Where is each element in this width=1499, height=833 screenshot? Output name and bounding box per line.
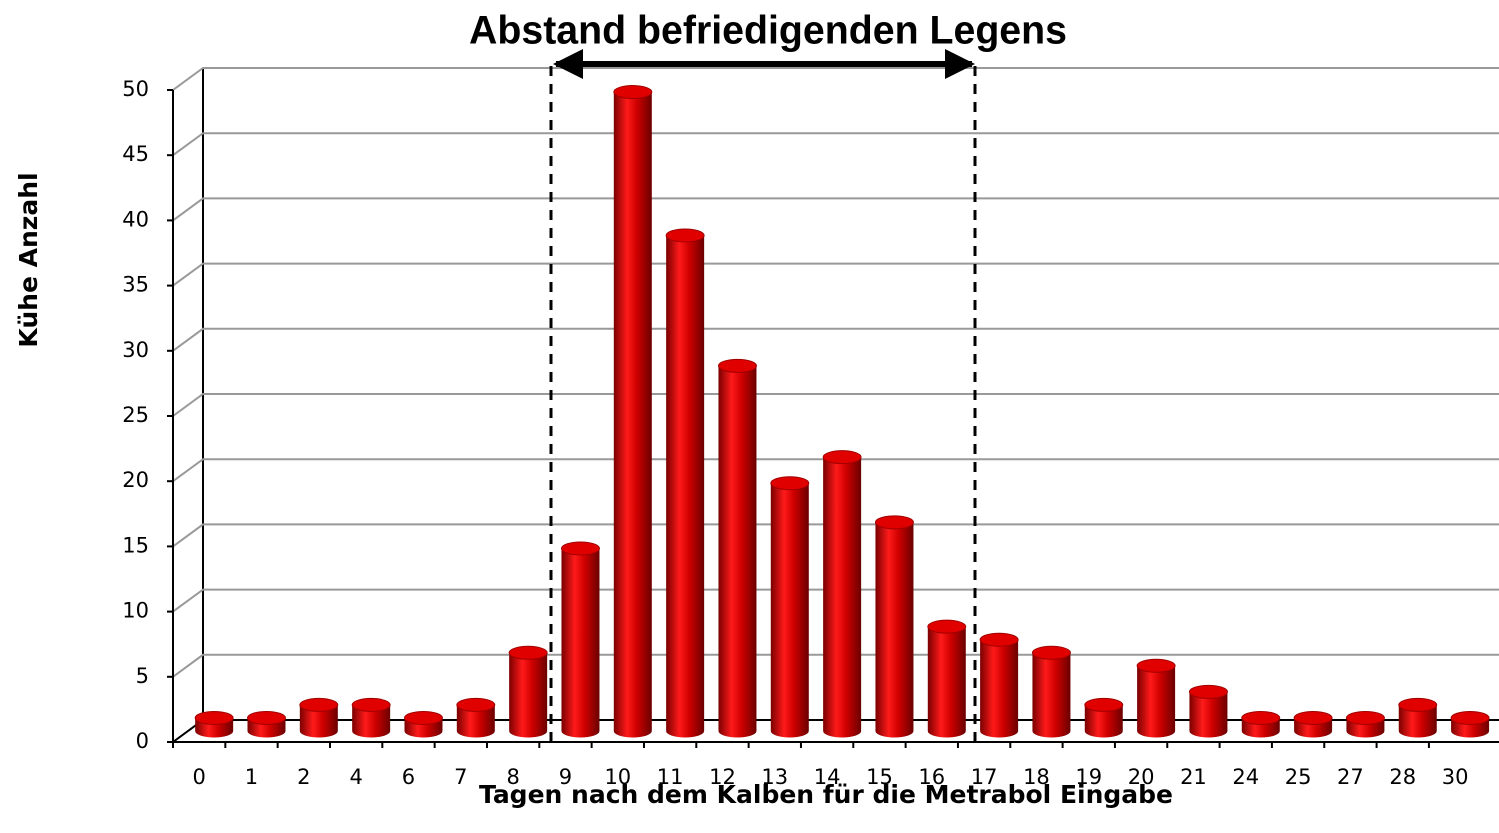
bar-top xyxy=(351,697,391,712)
y-tick-label: 50 xyxy=(122,77,149,101)
x-tick-label: 28 xyxy=(1389,765,1416,789)
bar xyxy=(770,483,809,738)
grid-line xyxy=(172,262,1499,287)
x-tick-label: 27 xyxy=(1337,765,1364,789)
chart-title: Abstand befriedigenden Legens xyxy=(469,9,1067,53)
bar-top xyxy=(299,697,339,712)
x-tick-label: 8 xyxy=(506,765,519,789)
x-tick-label: 15 xyxy=(866,765,893,789)
grid-line xyxy=(172,197,1499,222)
y-tick-label: 10 xyxy=(122,599,149,623)
x-tick-label: 11 xyxy=(657,765,684,789)
grid-line xyxy=(172,523,1499,548)
bar-top xyxy=(927,619,967,634)
x-tick-label: 16 xyxy=(918,765,945,789)
bar xyxy=(927,626,966,738)
x-tick-label: 24 xyxy=(1232,765,1259,789)
y-axis-title: Kühe Anzahl xyxy=(14,172,43,347)
bar xyxy=(980,639,1019,738)
x-tick-label: 19 xyxy=(1075,765,1102,789)
x-axis-title: Tagen nach dem Kalben für die Metrabol E… xyxy=(479,780,1173,809)
bar-top xyxy=(1450,710,1490,725)
bar-top xyxy=(246,710,286,725)
bar xyxy=(1398,704,1437,738)
bar-top xyxy=(665,228,705,243)
x-tick-label: 6 xyxy=(402,765,415,789)
bar-top xyxy=(1188,684,1228,699)
x-tick-label: 12 xyxy=(709,765,736,789)
bar-top xyxy=(770,476,810,491)
x-tick-label: 25 xyxy=(1285,765,1312,789)
x-tick-label: 2 xyxy=(297,765,310,789)
x-tick-label: 10 xyxy=(604,765,631,789)
grid-line xyxy=(172,327,1499,352)
bar-top xyxy=(194,710,234,725)
x-tick-label: 18 xyxy=(1023,765,1050,789)
y-tick-label: 15 xyxy=(122,533,149,557)
x-tick-label: 21 xyxy=(1180,765,1207,789)
bar xyxy=(456,704,495,738)
bar-top xyxy=(560,541,600,556)
bar-top xyxy=(1293,710,1333,725)
x-tick-label: 20 xyxy=(1128,765,1155,789)
x-tick-label: 13 xyxy=(761,765,788,789)
bar xyxy=(1189,691,1228,738)
x-tick-label: 14 xyxy=(814,765,841,789)
bar-top xyxy=(456,697,496,712)
grid-line xyxy=(172,458,1499,483)
bar xyxy=(509,652,548,738)
bar xyxy=(718,365,757,738)
y-tick-label: 20 xyxy=(122,468,149,492)
bar-top xyxy=(508,645,548,660)
y-tick-label: 0 xyxy=(136,729,149,753)
bar xyxy=(666,235,705,738)
bars xyxy=(194,85,1490,738)
grid-line xyxy=(172,393,1499,417)
bar xyxy=(875,522,914,738)
bar-top xyxy=(403,710,443,725)
bar-top xyxy=(717,358,757,373)
bar xyxy=(1032,652,1071,738)
bar-top xyxy=(1031,645,1071,660)
x-tick-label: 1 xyxy=(245,765,258,789)
x-tick-label: 17 xyxy=(971,765,998,789)
y-tick-label: 5 xyxy=(136,664,149,688)
bar-top xyxy=(1241,710,1281,725)
x-tick-label: 30 xyxy=(1442,765,1469,789)
bar-top xyxy=(979,632,1019,647)
grid-line xyxy=(172,132,1499,157)
y-tick-label: 45 xyxy=(122,142,149,166)
bar xyxy=(613,92,652,738)
x-tick-label: 7 xyxy=(454,765,467,789)
bar-top xyxy=(1345,710,1385,725)
grid-line xyxy=(172,67,1499,91)
y-tick-label: 40 xyxy=(122,207,149,231)
x-tick-label: 4 xyxy=(349,765,362,789)
bar-top xyxy=(822,450,862,465)
bar xyxy=(1137,665,1176,738)
x-tick-label: 0 xyxy=(192,765,205,789)
bar xyxy=(299,704,338,738)
bar-top xyxy=(874,515,914,530)
bar xyxy=(352,704,391,738)
bar xyxy=(823,457,862,738)
y-tick-label: 25 xyxy=(122,403,149,427)
x-tick-label: 9 xyxy=(559,765,572,789)
bar-top xyxy=(1398,697,1438,712)
bar-top xyxy=(1136,658,1176,673)
y-tick-label: 35 xyxy=(122,273,149,297)
bar-top xyxy=(613,85,653,100)
y-tick-label: 30 xyxy=(122,338,149,362)
bar-top xyxy=(1084,697,1124,712)
bar xyxy=(561,548,600,738)
grid-line xyxy=(172,588,1499,613)
bar xyxy=(1084,704,1123,738)
